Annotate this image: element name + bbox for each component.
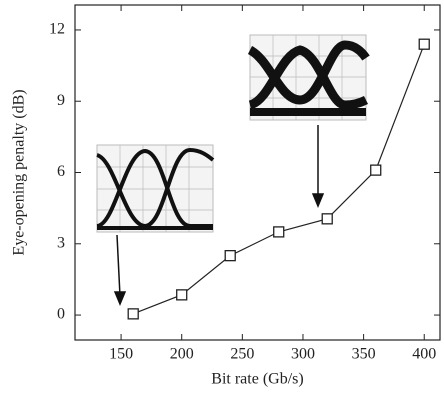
y-axis-label: Eye-opening penalty (dB) [11, 89, 28, 255]
data-point [322, 214, 332, 224]
data-point [128, 309, 138, 319]
y-tick-label: 6 [57, 163, 65, 180]
y-tick-label: 9 [57, 92, 65, 109]
y-tick-label: 0 [57, 306, 65, 323]
y-tick-label: 12 [49, 21, 65, 38]
data-point [225, 251, 235, 261]
eye-diagram-inset [250, 35, 366, 120]
x-tick-label: 400 [412, 346, 436, 363]
x-tick-label: 200 [170, 346, 194, 363]
data-point [419, 39, 429, 49]
x-axis-label: Bit rate (Gb/s) [211, 371, 303, 388]
x-tick-label: 350 [352, 346, 376, 363]
x-tick-label: 250 [230, 346, 254, 363]
y-tick-label: 3 [57, 234, 65, 251]
chart: 0 3 6 9 12 150 200 250 300 350 400 Bit rate (Gb/s) E… [0, 0, 444, 396]
eye-diagram-inset [97, 145, 213, 232]
data-point [371, 165, 381, 175]
x-tick-label: 300 [291, 346, 315, 363]
data-point [177, 290, 187, 300]
data-point [274, 227, 284, 237]
x-tick-label: 150 [109, 346, 133, 363]
